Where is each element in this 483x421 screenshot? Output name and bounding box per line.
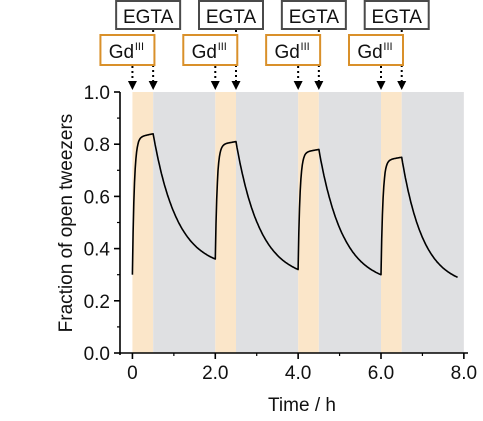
region-band-7	[401, 92, 464, 353]
egta-arrow-head	[397, 81, 407, 90]
gd-label-superscript: III	[383, 41, 392, 53]
gd-label: Gd	[192, 42, 217, 63]
gd-box	[265, 34, 322, 66]
gd-label: Gd	[357, 42, 382, 63]
egta-box	[115, 0, 182, 30]
region-band-0	[132, 92, 154, 353]
x-tick-label: 0	[127, 363, 138, 384]
gd-arrow-head	[376, 81, 386, 90]
x-tick-label: 2.0	[202, 363, 228, 384]
x-tick-label: 8.0	[451, 363, 477, 384]
gd-arrow-head	[210, 81, 220, 90]
y-tick-label: 0.2	[84, 292, 110, 313]
egta-box	[363, 0, 430, 30]
region-band-4	[298, 92, 319, 353]
egta-label: EGTA	[372, 7, 423, 28]
curve-layer	[131, 133, 458, 279]
region-band-5	[318, 92, 381, 353]
gd-box	[348, 34, 404, 66]
y-tick-label: 0.4	[84, 240, 111, 261]
x-tick-label: 6.0	[368, 363, 394, 384]
gd-box	[182, 34, 239, 66]
y-tick-label: 0.6	[84, 187, 110, 208]
region-band-1	[153, 92, 216, 353]
gd-label-superscript: III	[301, 41, 310, 53]
egta-arrow-head	[314, 81, 324, 90]
gd-label: Gd	[109, 42, 134, 63]
egta-label: EGTA	[289, 7, 340, 28]
egta-arrow-head	[148, 81, 158, 90]
gd-label-superscript: III	[135, 41, 144, 53]
gd-box	[99, 34, 156, 66]
region-band-6	[381, 92, 402, 353]
y-tick-label: 1.0	[84, 83, 110, 104]
region-band-2	[215, 92, 236, 353]
egta-label: EGTA	[123, 7, 174, 28]
egta-box	[198, 0, 264, 30]
shaded-regions	[132, 92, 464, 353]
series-line	[131, 133, 458, 279]
y-axis-label: Fraction of open tweezers	[56, 114, 77, 333]
y-tick-label: 0.8	[84, 135, 110, 156]
egta-arrow-head	[231, 81, 241, 90]
gd-label: Gd	[274, 42, 299, 63]
x-tick-label: 4.0	[285, 363, 311, 384]
egta-label: EGTA	[206, 7, 257, 28]
gd-arrow-head	[127, 81, 137, 90]
egta-box	[280, 0, 347, 30]
gd-arrow-head	[293, 81, 303, 90]
y-tick-label: 0.0	[84, 344, 110, 365]
x-axis-label: Time / h	[268, 395, 336, 416]
gd-label-superscript: III	[218, 41, 227, 53]
region-band-3	[236, 92, 299, 353]
axes: 0.0 0.2 0.4 0.6 0.8 1.0 0 2.0 4.0 6.0 8.0	[84, 83, 477, 384]
